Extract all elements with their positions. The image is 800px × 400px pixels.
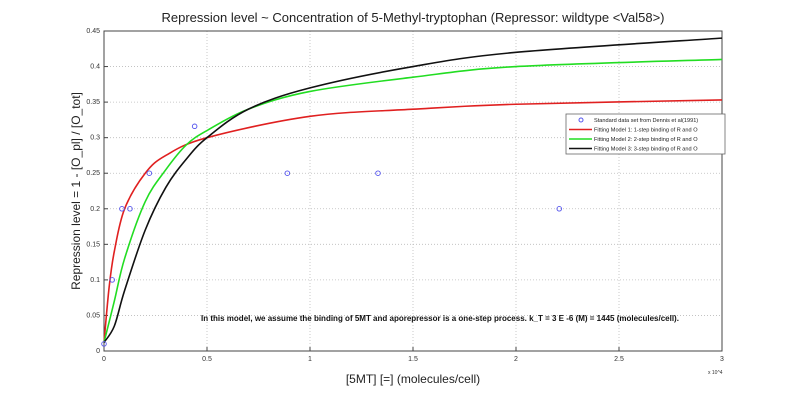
legend-marker	[578, 117, 584, 123]
series-line-model-3	[103, 37, 723, 343]
x-tick-label: 0	[102, 356, 106, 363]
data-point	[127, 206, 133, 212]
x-tick-label: 1	[308, 356, 312, 363]
y-tick-label: 0.3	[90, 135, 100, 142]
y-tick-label: 0.4	[90, 64, 100, 71]
legend-label: Fitting Model 1: 1-step binding of R and…	[594, 128, 698, 134]
x-tick-label: 0.5	[202, 356, 212, 363]
grid	[104, 31, 722, 351]
data-point	[191, 123, 198, 130]
legend-label: Fitting Model 2: 2-step binding of R and…	[594, 137, 698, 143]
x-axis-label: [5MT] [=] (molecules/cell)	[346, 372, 480, 386]
series-line-model-1	[103, 99, 723, 343]
x-tick-label: 2.5	[614, 356, 624, 363]
y-tick-label: 0.05	[86, 312, 100, 319]
y-tick-label: 0.15	[86, 241, 100, 248]
data-point	[146, 170, 153, 176]
data-point	[101, 341, 107, 347]
y-tick-label: 0.2	[90, 206, 100, 213]
data-point	[556, 206, 563, 212]
y-tick-label: 0.25	[86, 170, 100, 177]
y-tick-label: 0	[96, 348, 100, 355]
x-tick-label: 2	[514, 356, 518, 363]
y-axis-label: Repression level = 1 - [O_pl] / [O_tot]	[69, 92, 83, 290]
data-point	[119, 206, 125, 212]
ticks: 0 0.5 1 1.5 2 2.5 3 0 0.05 0.1 0.15 0.2 0.25 0.3 0.35 0…	[86, 28, 724, 363]
data-point	[284, 170, 291, 176]
y-tick-label: 0.45	[86, 28, 100, 35]
series	[101, 37, 723, 347]
x-tick-label: 1.5	[408, 356, 418, 363]
series-line-model-2	[103, 58, 723, 343]
legend-label: Standard data set from Dennis et al(1991…	[594, 118, 698, 124]
legend-label: Fitting Model 3: 3-step binding of R and…	[594, 147, 698, 153]
x-multiplier: x 10^4	[708, 370, 723, 376]
data-point	[375, 170, 381, 176]
x-tick-label: 3	[720, 356, 724, 363]
y-tick-label: 0.35	[86, 99, 100, 106]
annotation: In this model, we assume the binding of …	[201, 314, 679, 323]
legend: Standard data set from Dennis et al(1991…	[565, 113, 726, 155]
data-point	[109, 277, 115, 283]
chart-title: Repression level ~ Concentration of 5-Me…	[161, 10, 664, 25]
y-tick-label: 0.1	[90, 277, 100, 284]
